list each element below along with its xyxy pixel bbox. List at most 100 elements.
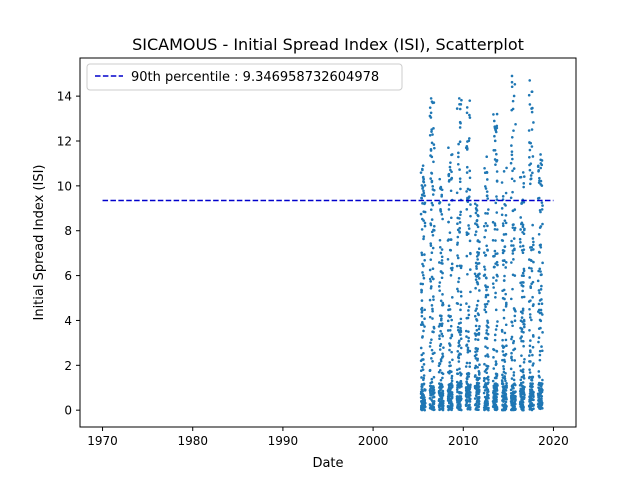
data-point [465, 106, 469, 109]
data-point [495, 407, 499, 411]
data-point [440, 195, 443, 198]
data-point [486, 212, 489, 215]
data-point [457, 341, 461, 345]
data-point [423, 389, 427, 392]
data-point [455, 395, 459, 398]
data-point [428, 345, 432, 348]
data-point [432, 224, 436, 228]
data-point [439, 329, 442, 333]
data-point [430, 348, 434, 352]
data-point [440, 385, 444, 388]
data-point [503, 376, 506, 380]
data-point [513, 308, 517, 312]
data-point [464, 365, 468, 368]
data-point [431, 359, 434, 363]
data-point [437, 399, 441, 403]
data-point [438, 201, 442, 204]
data-point [457, 360, 461, 363]
data-point [521, 271, 525, 275]
data-point [529, 174, 533, 177]
data-point [540, 406, 544, 410]
data-point [484, 254, 487, 257]
data-point [456, 372, 460, 376]
data-point [501, 195, 505, 198]
data-point [450, 370, 453, 374]
data-point [510, 80, 514, 84]
data-point [500, 328, 504, 332]
data-point [432, 327, 436, 330]
data-point [459, 352, 462, 356]
data-point [528, 396, 532, 399]
data-point [441, 407, 444, 410]
data-point [501, 395, 504, 398]
data-point [538, 392, 542, 396]
data-point [519, 245, 522, 248]
data-point [455, 264, 459, 268]
data-point [529, 246, 532, 249]
data-point [537, 336, 541, 340]
data-point [474, 278, 478, 281]
data-point [420, 196, 423, 200]
data-point [503, 202, 506, 206]
data-point [486, 390, 489, 393]
data-point [474, 211, 478, 215]
data-point [456, 287, 459, 291]
data-point [468, 113, 471, 117]
data-point [519, 378, 523, 382]
data-point [528, 148, 532, 152]
data-point [520, 339, 523, 343]
data-point [466, 388, 470, 392]
data-point [486, 355, 490, 358]
data-point [485, 194, 489, 197]
data-point [528, 307, 531, 311]
data-point [486, 353, 489, 356]
data-point [530, 128, 534, 131]
data-point [537, 289, 541, 292]
data-point [431, 267, 435, 271]
data-point [439, 299, 443, 303]
data-point [501, 373, 504, 377]
data-point [521, 397, 525, 400]
data-point [510, 351, 513, 355]
x-tick-label: 1980 [177, 434, 208, 448]
data-point [486, 178, 489, 181]
data-point [477, 385, 481, 388]
data-point [430, 377, 434, 381]
data-point [441, 334, 444, 338]
data-point [531, 345, 535, 349]
data-point [486, 224, 489, 228]
data-point [521, 384, 524, 388]
data-point [487, 300, 490, 303]
data-point [522, 200, 526, 204]
data-point [476, 281, 479, 285]
legend-box [86, 63, 403, 91]
data-point [522, 274, 525, 278]
data-point [484, 221, 488, 225]
data-point [431, 193, 435, 196]
data-point [520, 295, 524, 299]
data-point [421, 168, 424, 172]
data-point [486, 346, 489, 350]
data-point [459, 103, 463, 106]
data-point [477, 277, 481, 280]
data-point [457, 142, 460, 146]
data-point [448, 308, 452, 311]
data-point [448, 388, 452, 391]
data-point [502, 365, 505, 368]
data-point [446, 329, 450, 332]
data-point [421, 273, 425, 277]
data-point [440, 213, 444, 216]
data-point [429, 177, 432, 180]
data-point [510, 85, 514, 89]
data-point [512, 237, 516, 240]
data-point [522, 374, 526, 377]
data-point [510, 153, 514, 157]
data-point [437, 364, 441, 368]
data-point [487, 208, 490, 211]
data-point [511, 223, 515, 227]
data-point [442, 346, 445, 349]
data-point [477, 327, 481, 331]
data-point [523, 227, 526, 231]
data-point [512, 348, 515, 352]
data-point [437, 325, 441, 328]
